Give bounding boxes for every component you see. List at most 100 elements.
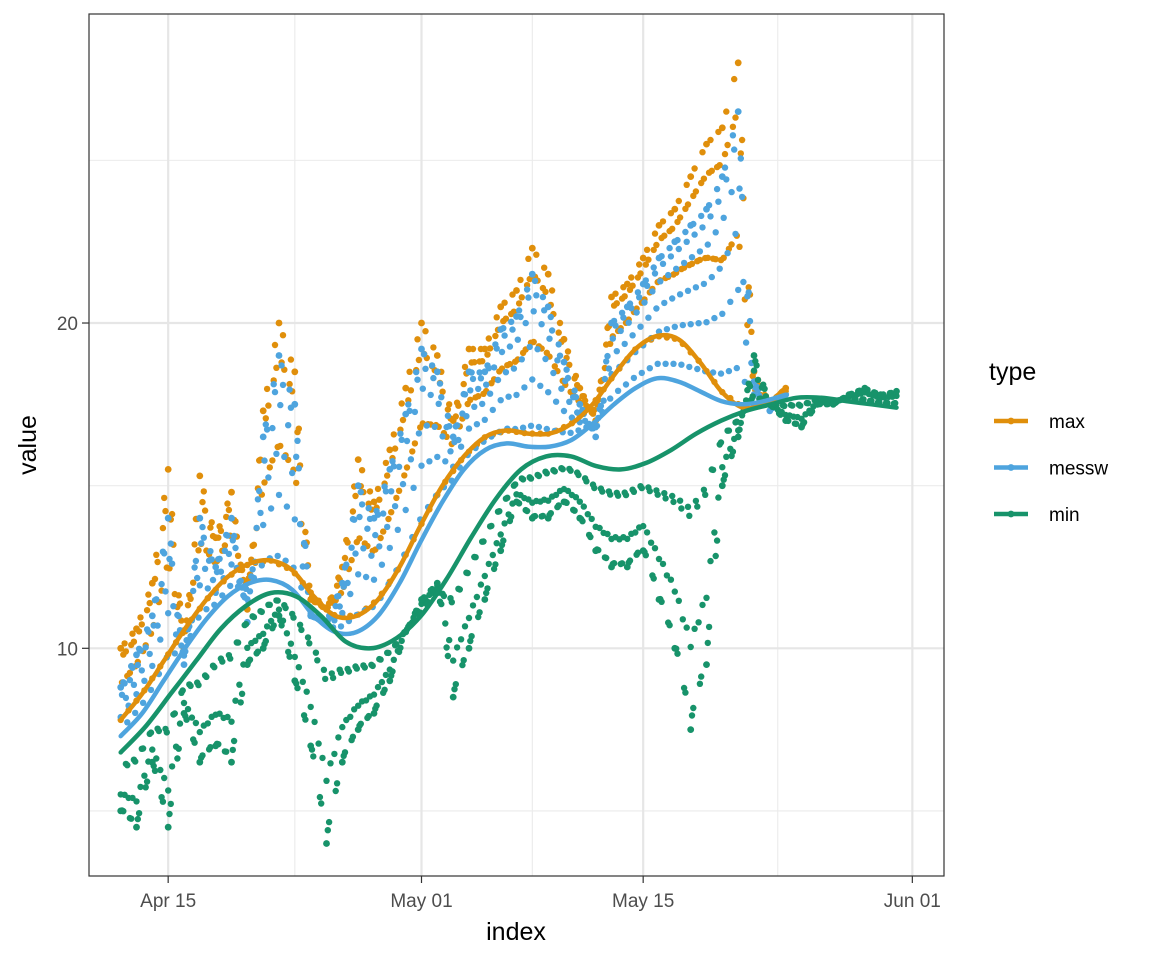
point-messw bbox=[228, 514, 235, 522]
point-messw bbox=[157, 636, 164, 643]
point-min bbox=[667, 576, 675, 583]
point-min bbox=[260, 630, 267, 637]
point-min bbox=[588, 515, 595, 523]
point-messw bbox=[418, 345, 425, 353]
point-max bbox=[576, 384, 584, 392]
point-messw bbox=[414, 376, 421, 383]
point-min bbox=[322, 675, 329, 683]
point-messw bbox=[364, 525, 371, 532]
point-min bbox=[461, 623, 469, 630]
point-messw bbox=[384, 523, 391, 531]
point-messw bbox=[410, 484, 417, 491]
point-min bbox=[184, 705, 192, 713]
point-messw bbox=[397, 430, 404, 437]
point-min bbox=[712, 552, 719, 560]
point-min bbox=[661, 490, 668, 497]
point-max bbox=[217, 527, 225, 534]
point-min bbox=[341, 749, 349, 756]
point-messw bbox=[256, 487, 263, 495]
point-min bbox=[442, 620, 449, 627]
point-min bbox=[519, 476, 527, 483]
point-min bbox=[143, 778, 151, 785]
point-messw bbox=[388, 488, 395, 495]
point-min bbox=[709, 466, 717, 474]
point-messw bbox=[191, 564, 198, 571]
point-messw bbox=[389, 458, 396, 465]
point-messw bbox=[560, 407, 568, 415]
point-messw bbox=[427, 391, 434, 399]
point-min bbox=[749, 393, 756, 400]
point-min bbox=[488, 522, 495, 530]
point-messw bbox=[505, 393, 512, 400]
point-max bbox=[544, 270, 552, 278]
point-messw bbox=[555, 341, 562, 348]
point-min bbox=[793, 420, 800, 428]
point-min bbox=[361, 664, 368, 671]
point-messw bbox=[688, 254, 696, 261]
point-max bbox=[250, 541, 258, 548]
trend-line-min bbox=[118, 394, 899, 755]
point-min bbox=[497, 547, 505, 555]
point-min bbox=[544, 514, 552, 522]
point-messw bbox=[483, 381, 490, 388]
point-max bbox=[279, 332, 287, 339]
point-min bbox=[704, 639, 711, 647]
point-max bbox=[566, 361, 573, 368]
point-min bbox=[650, 575, 657, 582]
point-min bbox=[782, 417, 790, 424]
point-min bbox=[684, 503, 692, 510]
point-messw bbox=[167, 540, 174, 547]
point-min bbox=[312, 649, 320, 656]
point-min bbox=[319, 754, 326, 762]
point-min bbox=[296, 621, 304, 628]
point-messw bbox=[216, 555, 223, 562]
point-min bbox=[813, 400, 821, 408]
point-messw bbox=[146, 650, 153, 658]
point-max bbox=[382, 459, 390, 467]
trend-line-messw bbox=[118, 375, 788, 739]
point-max bbox=[608, 293, 615, 301]
point-min bbox=[676, 497, 684, 504]
point-messw bbox=[433, 368, 441, 376]
point-max bbox=[653, 241, 660, 249]
point-messw bbox=[727, 298, 734, 305]
point-messw bbox=[728, 188, 735, 196]
point-min bbox=[655, 596, 663, 603]
point-max bbox=[493, 314, 500, 321]
point-max bbox=[712, 256, 719, 263]
point-max bbox=[581, 397, 589, 404]
point-messw bbox=[259, 433, 267, 441]
point-min bbox=[623, 563, 631, 571]
point-messw bbox=[662, 360, 669, 367]
point-min bbox=[535, 472, 543, 480]
point-min bbox=[459, 661, 466, 669]
point-messw bbox=[707, 213, 714, 220]
point-min bbox=[688, 712, 696, 719]
point-min bbox=[643, 529, 651, 536]
point-min bbox=[246, 656, 254, 663]
point-messw bbox=[386, 466, 394, 473]
point-messw bbox=[735, 286, 742, 294]
point-max bbox=[291, 368, 299, 376]
point-max bbox=[542, 288, 549, 295]
point-min bbox=[283, 630, 291, 637]
point-min bbox=[290, 614, 297, 621]
point-messw bbox=[676, 291, 684, 298]
point-min bbox=[513, 498, 520, 506]
point-min bbox=[227, 655, 234, 662]
point-min bbox=[258, 608, 265, 616]
point-min bbox=[147, 729, 155, 736]
point-min bbox=[580, 503, 587, 510]
point-min bbox=[204, 720, 211, 727]
point-max bbox=[688, 260, 696, 267]
point-min bbox=[640, 522, 647, 530]
point-min bbox=[161, 774, 168, 782]
point-min bbox=[230, 737, 238, 745]
point-max bbox=[401, 472, 408, 479]
point-messw bbox=[129, 664, 136, 671]
point-min bbox=[444, 652, 452, 660]
point-max bbox=[358, 467, 366, 474]
point-max bbox=[692, 188, 700, 195]
point-messw bbox=[506, 343, 514, 350]
